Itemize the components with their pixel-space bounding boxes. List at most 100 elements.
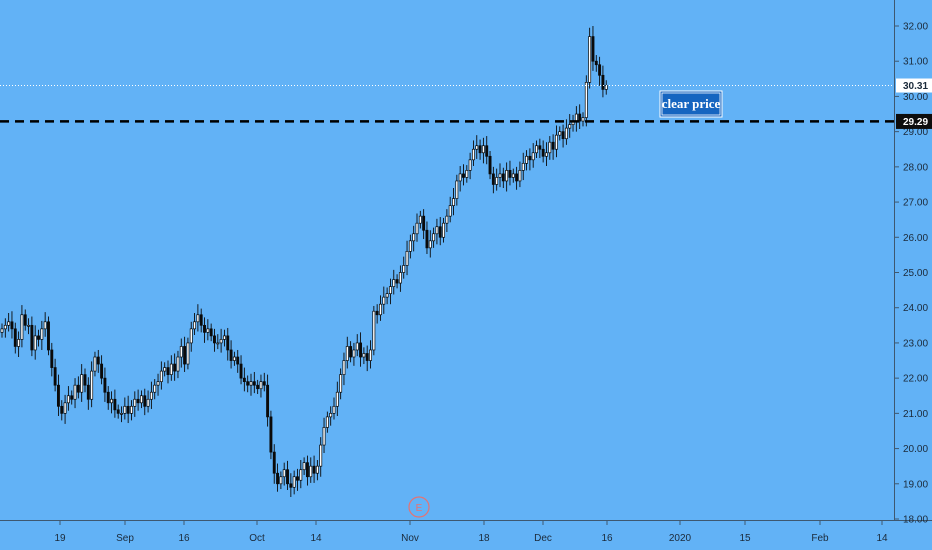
time-tick-label: 15 [739, 533, 751, 544]
candle-body [226, 335, 230, 351]
candle-body [369, 349, 372, 361]
candle [203, 317, 206, 343]
candle [33, 325, 37, 360]
candle-body [246, 381, 250, 386]
candle-body [525, 155, 529, 164]
candle-body [452, 198, 455, 206]
candle [196, 304, 200, 332]
candle [262, 372, 266, 392]
candle [372, 305, 376, 356]
candle-body [315, 465, 319, 474]
candle-body [471, 148, 475, 161]
candle-body [478, 145, 482, 154]
candle-series [0, 26, 608, 497]
candle-body [282, 469, 286, 478]
candle [369, 340, 372, 369]
candle [375, 304, 379, 324]
candle-body [106, 391, 110, 404]
time-tick-label: 19 [54, 533, 66, 544]
event-marker-label: E [416, 503, 423, 514]
candle-body [17, 339, 21, 347]
candle [584, 75, 588, 127]
candle [236, 349, 240, 373]
candle [379, 295, 382, 321]
candle [455, 174, 459, 206]
candle [395, 274, 399, 289]
candle [123, 397, 127, 420]
earnings-event-marker[interactable]: E [408, 496, 430, 518]
candle-body [554, 134, 558, 150]
candle [452, 187, 455, 216]
candle [511, 168, 515, 183]
candle [20, 305, 24, 348]
candle-body [428, 240, 432, 249]
candle [199, 308, 203, 333]
candle [315, 460, 319, 481]
candle [10, 311, 14, 339]
last-price-label: 30.31 [903, 81, 928, 92]
candle-body [475, 145, 479, 150]
time-axis[interactable]: 19 Sep 16 Oct 14 Nov 18 Dec 16 2020 15 Feb 14 [54, 520, 888, 544]
candle-body [0, 328, 4, 333]
candle-body [20, 314, 24, 340]
candle [183, 336, 187, 372]
candle [17, 331, 21, 358]
time-tick-label: Nov [401, 533, 419, 544]
candle-body [196, 314, 200, 323]
candle-body [604, 85, 608, 90]
candle [408, 234, 412, 259]
candle [478, 139, 482, 160]
candle-body [143, 395, 147, 407]
candle-body [116, 409, 120, 414]
price-tick-label: 21.00 [903, 409, 928, 420]
candle-body [209, 328, 213, 337]
candle [90, 361, 94, 408]
candle-body [564, 127, 568, 140]
candle [252, 371, 256, 394]
candle [581, 112, 585, 127]
candle-body [591, 36, 595, 62]
candle-body [435, 226, 439, 235]
candle [398, 265, 402, 292]
candle-body [176, 356, 180, 372]
candle-body [189, 328, 193, 344]
candle-body [382, 296, 386, 305]
candle-body [422, 215, 426, 231]
candle [485, 136, 489, 165]
candle [53, 358, 57, 392]
candle-body [80, 374, 84, 393]
candle-body [488, 155, 492, 175]
candle-body [578, 113, 582, 122]
candle-body [203, 324, 206, 333]
candle-body [501, 173, 505, 182]
clear-price-annotation[interactable]: clear price [659, 90, 723, 118]
candle-body [239, 363, 243, 379]
candle [43, 312, 47, 337]
candle [286, 460, 289, 490]
price-axis[interactable]: 18.00 19.00 20.00 21.00 22.00 23.00 24.00 25.00… [894, 22, 928, 526]
candle-body [83, 374, 87, 386]
candle [435, 218, 439, 245]
candle [139, 390, 143, 409]
candle [551, 134, 555, 160]
candle-body [335, 391, 339, 407]
candle-body [388, 286, 392, 294]
candle [554, 125, 558, 158]
candle [531, 143, 535, 168]
candle [442, 217, 446, 243]
candle-body [232, 356, 236, 361]
candle-body [325, 416, 329, 428]
candle-body [47, 321, 50, 351]
candle [276, 463, 280, 492]
candle [206, 319, 210, 341]
candle [352, 342, 356, 366]
candle-body [425, 229, 429, 249]
candle-body [289, 483, 293, 488]
candle-body [133, 398, 137, 407]
candle [239, 355, 243, 385]
candle-body [53, 367, 57, 386]
candle [0, 323, 4, 338]
candle-body [581, 117, 585, 122]
candle [166, 360, 170, 384]
